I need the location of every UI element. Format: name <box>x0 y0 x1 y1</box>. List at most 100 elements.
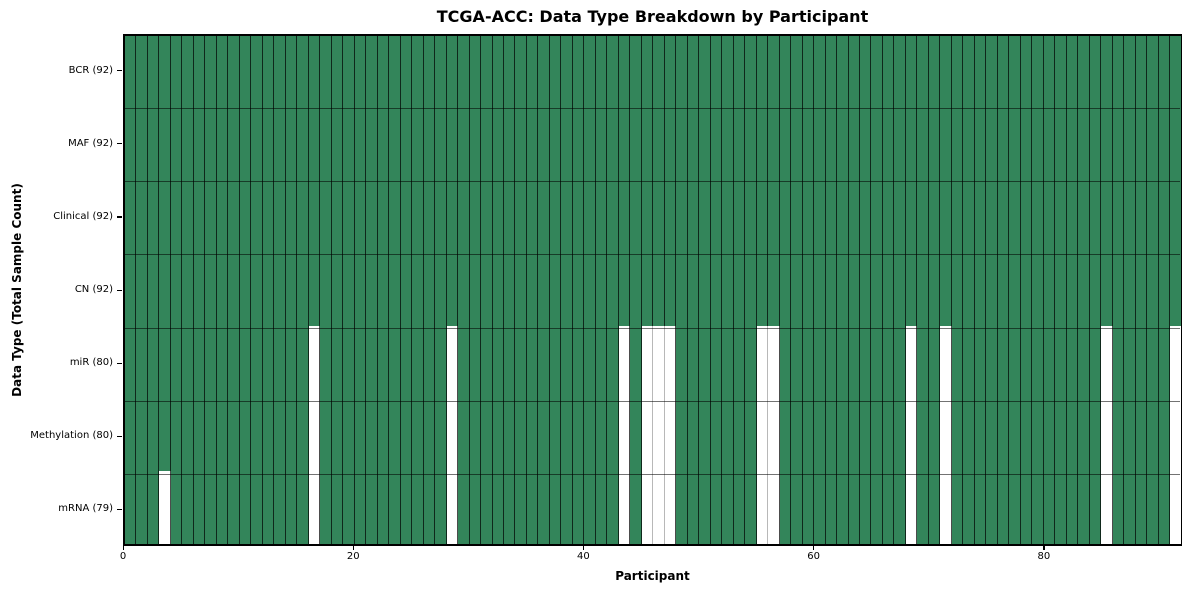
heatmap-cell <box>894 326 906 399</box>
heatmap-cell <box>538 326 550 399</box>
heatmap-cell <box>412 471 424 545</box>
heatmap-cell <box>791 326 803 399</box>
heatmap-cell <box>905 471 918 545</box>
y-tick-mark <box>117 70 122 72</box>
heatmap-cell <box>676 471 688 545</box>
heatmap-cell <box>435 471 447 545</box>
heatmap-cell <box>1124 108 1136 182</box>
heatmap-cell <box>297 326 309 399</box>
heatmap-cell <box>699 181 711 254</box>
heatmap-cell <box>297 253 309 327</box>
heatmap-cell <box>481 326 493 399</box>
heatmap-cell <box>837 253 849 327</box>
heatmap-cell <box>745 108 757 182</box>
heatmap-cell <box>814 253 826 327</box>
heatmap-cell <box>814 471 826 545</box>
heatmap-cell <box>687 326 700 399</box>
heatmap-cell <box>848 181 860 254</box>
heatmap-cell <box>653 181 665 254</box>
heatmap-cell <box>1112 253 1125 327</box>
heatmap-cell <box>159 471 171 545</box>
heatmap-cell <box>308 36 321 109</box>
heatmap-cell <box>653 398 665 472</box>
heatmap-cell <box>905 398 918 472</box>
heatmap-cell <box>216 471 229 545</box>
heatmap-cell <box>745 181 757 254</box>
heatmap-cell <box>837 181 849 254</box>
heatmap-cell <box>205 108 217 182</box>
heatmap-cell <box>768 181 780 254</box>
heatmap-cell <box>125 181 137 254</box>
heatmap-cell <box>435 36 447 109</box>
heatmap-cell <box>917 108 929 182</box>
heatmap-cell <box>216 253 229 327</box>
heatmap-cell <box>182 108 194 182</box>
heatmap-cell <box>814 108 826 182</box>
heatmap-cell <box>526 36 539 109</box>
heatmap-cell <box>205 36 217 109</box>
heatmap-cell <box>779 326 792 399</box>
heatmap-cell <box>1078 36 1090 109</box>
y-tick-label: mRNA (79) <box>58 503 113 515</box>
heatmap-cell <box>722 36 734 109</box>
heatmap-cell <box>1020 36 1033 109</box>
heatmap-cell <box>722 181 734 254</box>
heatmap-cell <box>710 181 723 254</box>
heatmap-cell <box>963 36 975 109</box>
heatmap-cell <box>871 36 883 109</box>
heatmap-cell <box>354 253 367 327</box>
heatmap-cell <box>538 253 550 327</box>
heatmap-cell <box>1043 108 1056 182</box>
heatmap-cell <box>917 471 929 545</box>
heatmap-cell <box>561 108 573 182</box>
heatmap-cell <box>446 326 459 399</box>
heatmap-cell <box>377 471 390 545</box>
heatmap-cell <box>423 181 436 254</box>
heatmap-cell <box>607 471 619 545</box>
heatmap-cell <box>710 108 723 182</box>
heatmap-cell <box>802 398 815 472</box>
heatmap-cell <box>687 108 700 182</box>
heatmap-cell <box>377 253 390 327</box>
heatmap-cell <box>400 398 413 472</box>
heatmap-cell <box>722 108 734 182</box>
heatmap-cell <box>814 326 826 399</box>
heatmap-cell <box>354 181 367 254</box>
heatmap-cell <box>400 108 413 182</box>
heatmap-cell <box>1055 398 1067 472</box>
heatmap-cell <box>538 108 550 182</box>
heatmap-cell <box>572 398 585 472</box>
heatmap-cell <box>630 36 642 109</box>
heatmap-cell <box>147 108 160 182</box>
heatmap-cell <box>308 471 321 545</box>
heatmap-cell <box>228 108 240 182</box>
heatmap-cell <box>1158 108 1171 182</box>
heatmap-cell <box>986 108 998 182</box>
heatmap-cell <box>193 326 206 399</box>
heatmap-cell <box>561 471 573 545</box>
heatmap-cell <box>802 36 815 109</box>
heatmap-cell <box>653 36 665 109</box>
heatmap-cell <box>274 398 286 472</box>
heatmap-cell <box>159 326 171 399</box>
heatmap-cell <box>963 181 975 254</box>
heatmap-cell <box>561 181 573 254</box>
heatmap-cell <box>871 253 883 327</box>
heatmap-cell <box>733 398 746 472</box>
heatmap-cell <box>1158 253 1171 327</box>
heatmap-cell <box>561 36 573 109</box>
heatmap-cell <box>1147 253 1159 327</box>
heatmap-cell <box>136 253 148 327</box>
heatmap-cell <box>1020 108 1033 182</box>
heatmap-cell <box>1032 253 1044 327</box>
heatmap-cell <box>492 36 504 109</box>
heatmap-cell <box>1043 398 1056 472</box>
heatmap-cell <box>182 398 194 472</box>
heatmap-cell <box>170 253 183 327</box>
heatmap-cell <box>354 471 367 545</box>
heatmap-cell <box>285 36 298 109</box>
heatmap-cell <box>331 398 344 472</box>
heatmap-cell <box>1124 181 1136 254</box>
heatmap-cell <box>882 181 895 254</box>
heatmap-cell <box>1101 326 1113 399</box>
